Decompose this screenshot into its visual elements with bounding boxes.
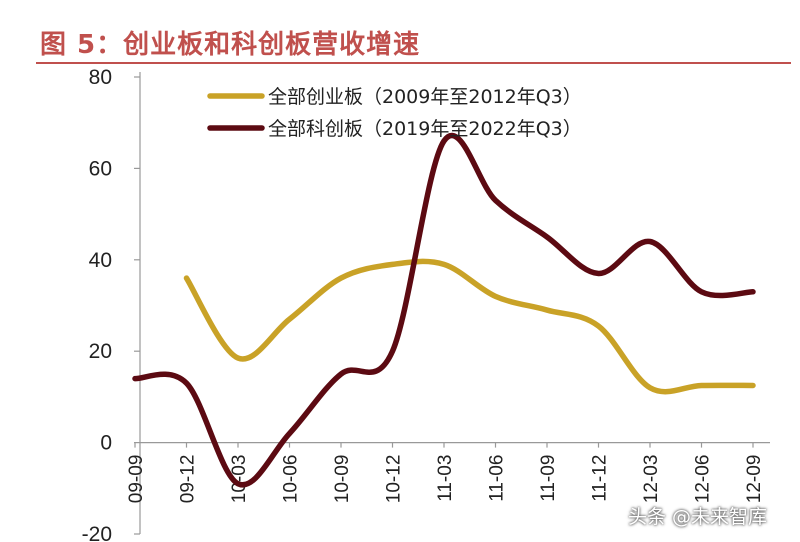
x-tick-label: 09-12 (178, 455, 199, 504)
series-line-cyb (183, 258, 756, 395)
series-lines (132, 132, 756, 488)
x-axis-ticks: 09-09 09-12 10-03 10-06 10-09 10-12 11-03 11-06… (126, 442, 765, 504)
series-line-kcb (132, 132, 756, 488)
y-tick-label: -20 (82, 523, 112, 542)
chart-title: 图 5：创业板和科创板营收增速 (40, 30, 421, 60)
y-tick-label: 60 (89, 157, 112, 180)
x-tick-label: 11-09 (538, 455, 559, 502)
x-tick-label: 11-12 (590, 455, 611, 502)
title-bar: 图 5：创业板和科创板营收增速 (0, 0, 800, 64)
x-tick-label: 12-03 (641, 455, 662, 504)
x-tick-label: 12-09 (744, 455, 765, 504)
x-tick-label: 10-09 (332, 455, 353, 504)
legend-label: 全部科创板（2019年至2022年Q3） (268, 118, 582, 140)
x-tick-label: 12-06 (693, 455, 714, 504)
x-tick-label: 11-06 (487, 455, 508, 502)
legend-label: 全部创业板（2009年至2012年Q3） (268, 86, 582, 108)
watermark: 头条 @未来智库 (628, 506, 768, 528)
y-tick-label: 0 (100, 432, 112, 455)
y-tick-label: 80 (89, 66, 112, 89)
y-axis-ticks: -20 0 20 40 60 80 (82, 66, 140, 542)
x-tick-label: 11-03 (435, 455, 456, 502)
x-tick-label: 10-12 (384, 455, 405, 504)
y-tick-label: 40 (89, 249, 112, 272)
legend: 全部创业板（2009年至2012年Q3） 全部科创板（2019年至2022年Q3） (207, 86, 582, 140)
y-tick-label: 20 (89, 340, 112, 363)
x-tick-label: 09-09 (126, 455, 147, 504)
x-tick-label: 10-03 (229, 455, 250, 504)
axes (139, 72, 770, 534)
x-tick-label: 10-06 (281, 455, 302, 504)
title-divider (36, 62, 791, 64)
